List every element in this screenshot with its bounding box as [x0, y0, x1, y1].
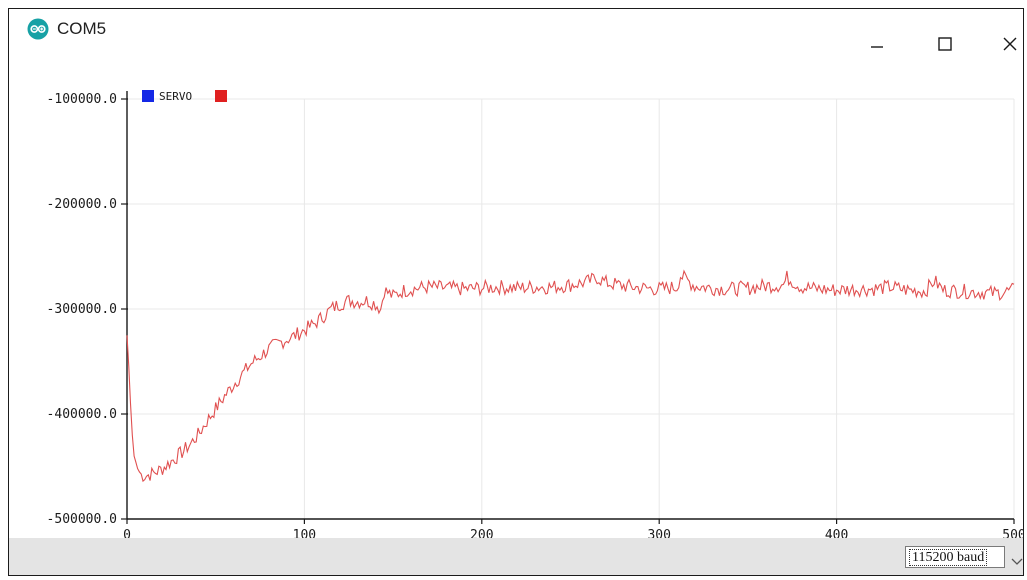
legend-label-servo: SERVO: [159, 90, 192, 103]
y-tick-label: -300000.0: [47, 302, 117, 317]
serial-plotter-window: COM5 -100000.0 -200000.0 -300000.0 -400000.…: [8, 8, 1024, 576]
axes: -100000.0 -200000.0 -300000.0 -400000.0 -500…: [47, 91, 1024, 539]
x-tick-label: 400: [825, 528, 848, 539]
plot-area: -100000.0 -200000.0 -300000.0 -400000.0 -500…: [9, 79, 1023, 539]
baud-rate-select[interactable]: 115200 baud: [905, 546, 1005, 568]
legend-swatch-blue: [142, 90, 154, 102]
maximize-button[interactable]: [927, 31, 963, 61]
close-button[interactable]: [992, 31, 1023, 61]
maximize-icon: [938, 37, 952, 51]
minimize-button[interactable]: [859, 31, 895, 61]
x-tick-label: 200: [470, 528, 493, 539]
grid-lines: [127, 98, 1015, 520]
bottom-toolbar: 115200 baud: [9, 538, 1023, 575]
x-tick-label: 0: [123, 528, 131, 539]
x-tick-label: 500: [1002, 528, 1024, 539]
series-layer: [126, 269, 1015, 483]
serial-plot-chart: -100000.0 -200000.0 -300000.0 -400000.0 -500…: [47, 90, 1024, 539]
y-tick-label: -400000.0: [47, 407, 117, 422]
arduino-logo-icon: [27, 18, 49, 40]
title-bar[interactable]: COM5: [9, 9, 1023, 79]
series-line-servo: [126, 269, 1015, 483]
window-title: COM5: [57, 19, 107, 38]
close-icon: [1003, 37, 1017, 51]
baud-rate-value: 115200 baud: [909, 549, 988, 566]
x-tick-label: 300: [647, 528, 670, 539]
chevron-down-icon[interactable]: [1011, 554, 1023, 565]
y-tick-label: -200000.0: [47, 197, 117, 212]
minimize-icon: [871, 46, 883, 48]
legend: SERVO: [142, 90, 227, 103]
y-tick-label: -100000.0: [47, 92, 117, 107]
x-tick-label: 100: [293, 528, 316, 539]
legend-swatch-red: [215, 90, 227, 102]
y-tick-label: -500000.0: [47, 512, 117, 527]
